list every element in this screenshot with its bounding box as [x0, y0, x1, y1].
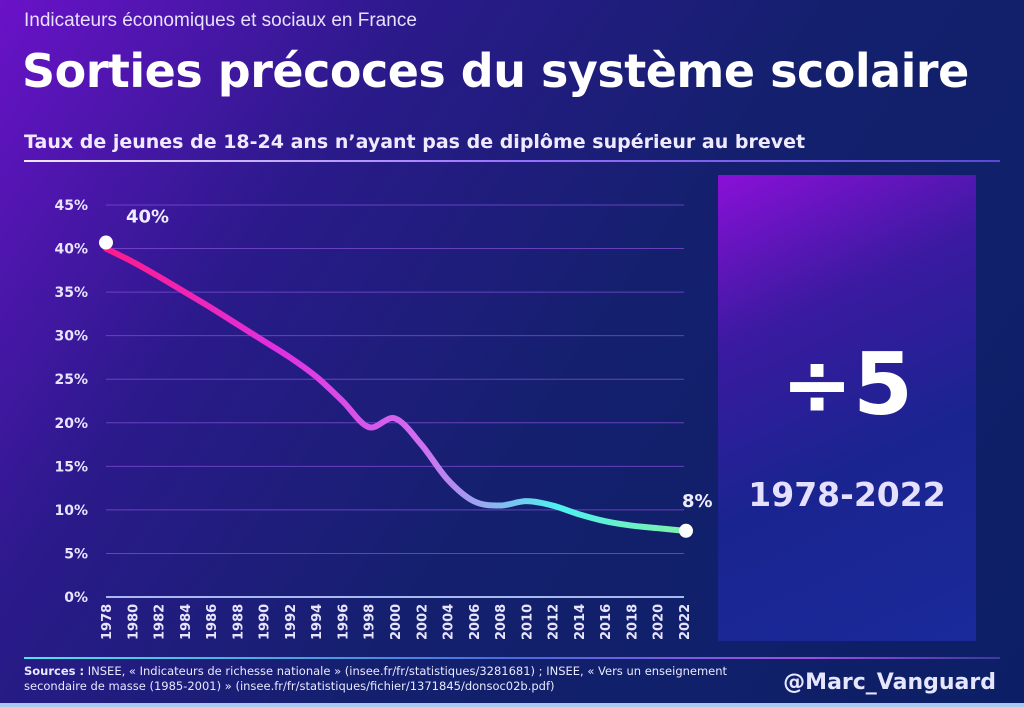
y-tick-label: 10%: [54, 503, 88, 519]
x-tick-label: 1990: [258, 604, 273, 640]
x-tick-label: 2006: [468, 604, 483, 640]
data-line: [103, 245, 687, 534]
x-tick-label: 2020: [652, 604, 667, 640]
ratio-text: ÷5: [781, 335, 913, 435]
sources: Sources : INSEE, « Indicateurs de riches…: [24, 664, 764, 694]
sources-text: INSEE, « Indicateurs de richesse nationa…: [24, 664, 728, 693]
endpoint-marker: [679, 523, 693, 538]
x-tick-label: 1984: [179, 604, 194, 640]
x-tick-label: 1978: [100, 604, 115, 640]
divider: [24, 657, 1000, 659]
x-tick-label: 2002: [415, 604, 430, 640]
y-tick-label: 35%: [54, 285, 88, 301]
x-tick-label: 1994: [310, 604, 325, 640]
y-tick-label: 20%: [54, 416, 88, 432]
author-handle: @Marc_Vanguard: [783, 670, 996, 695]
y-tick-label: 45%: [54, 198, 88, 214]
sources-label: Sources :: [24, 664, 85, 678]
x-tick-label: 1988: [231, 604, 246, 640]
data-label: 8%: [682, 491, 713, 512]
chart-subtitle: Taux de jeunes de 18-24 ans n’ayant pas …: [24, 131, 806, 153]
y-tick-label: 30%: [54, 329, 88, 345]
summary-panel: ÷5 1978-2022: [718, 175, 976, 641]
x-tick-label: 1986: [205, 604, 220, 640]
x-tick-label: 1998: [363, 604, 378, 640]
y-tick-label: 0%: [64, 590, 88, 606]
x-tick-label: 1980: [126, 604, 141, 640]
x-tick-label: 1992: [284, 604, 299, 640]
x-tick-label: 2014: [573, 604, 588, 640]
x-tick-label: 2012: [547, 604, 562, 640]
x-tick-label: 2016: [599, 604, 614, 640]
x-tick-label: 1996: [336, 604, 351, 640]
y-tick-label: 5%: [64, 546, 88, 562]
y-tick-label: 40%: [54, 242, 88, 258]
x-tick-label: 2018: [625, 604, 640, 640]
x-tick-label: 1982: [153, 604, 168, 640]
y-tick-label: 25%: [54, 372, 88, 388]
page-title: Sorties précoces du système scolaire: [22, 44, 969, 98]
x-tick-label: 2010: [520, 604, 535, 640]
y-tick-label: 15%: [54, 459, 88, 475]
supertitle: Indicateurs économiques et sociaux en Fr…: [24, 10, 417, 31]
bottom-bar: [0, 703, 1024, 707]
x-tick-label: 2000: [389, 604, 404, 640]
divider: [24, 160, 1000, 162]
x-tick-label: 2008: [494, 604, 509, 640]
period-text: 1978-2022: [748, 475, 946, 514]
endpoint-marker: [99, 235, 113, 250]
data-label: 40%: [126, 207, 169, 228]
x-tick-label: 2004: [442, 604, 457, 640]
x-tick-label: 2022: [678, 604, 693, 640]
